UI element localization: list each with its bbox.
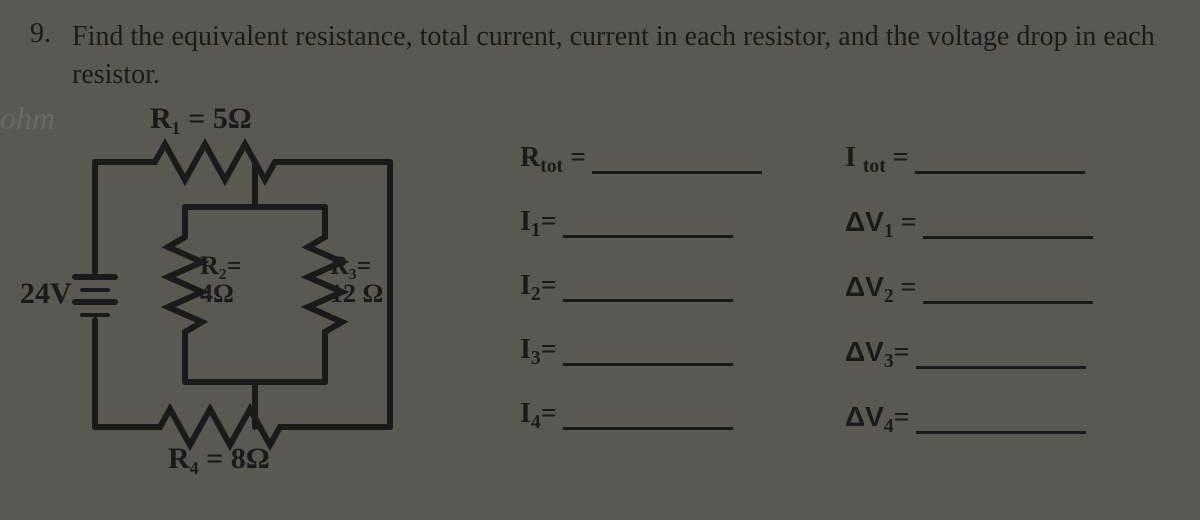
answer-i4: I4= — [520, 398, 845, 430]
blank-i1[interactable] — [563, 232, 733, 238]
answer-i1: I1= — [520, 206, 845, 238]
answer-i2: I2= — [520, 270, 845, 302]
blank-i2[interactable] — [563, 296, 733, 302]
blank-i3[interactable] — [563, 360, 733, 366]
question-text: Find the equivalent resistance, total cu… — [72, 18, 1170, 94]
r1-label: R₁ = 5Ω — [150, 102, 252, 136]
answers-left-column: Rtot = I1= I2= I3= I4= — [520, 142, 845, 482]
answer-rtot: Rtot = — [520, 142, 845, 174]
answer-dv4: ΔV4= — [845, 401, 1170, 434]
question-number: 9. — [30, 18, 60, 94]
answer-dv2: ΔV2 = — [845, 271, 1170, 304]
answers-area: Rtot = I1= I2= I3= I4= I tot = — [490, 102, 1170, 482]
answer-i3: I3= — [520, 334, 845, 366]
circuit-svg — [60, 132, 460, 452]
blank-rtot[interactable] — [592, 168, 762, 174]
question-row: 9. Find the equivalent resistance, total… — [0, 0, 1200, 102]
circuit-diagram: R₁ = 5Ω 24V R₂=4Ω R₃=12 Ω R₄ = 8Ω — [60, 102, 490, 482]
blank-dv1[interactable] — [923, 233, 1093, 239]
blank-itot[interactable] — [915, 168, 1085, 174]
blank-dv4[interactable] — [916, 428, 1086, 434]
blank-i4[interactable] — [563, 424, 733, 430]
answer-itot: I tot = — [845, 142, 1170, 174]
watermark-text: ohm — [0, 100, 55, 137]
answers-right-column: I tot = ΔV1 = ΔV2 = ΔV3= ΔV4= — [845, 142, 1170, 482]
answer-dv1: ΔV1 = — [845, 206, 1170, 239]
blank-dv2[interactable] — [923, 298, 1093, 304]
blank-dv3[interactable] — [916, 363, 1086, 369]
answer-dv3: ΔV3= — [845, 336, 1170, 369]
